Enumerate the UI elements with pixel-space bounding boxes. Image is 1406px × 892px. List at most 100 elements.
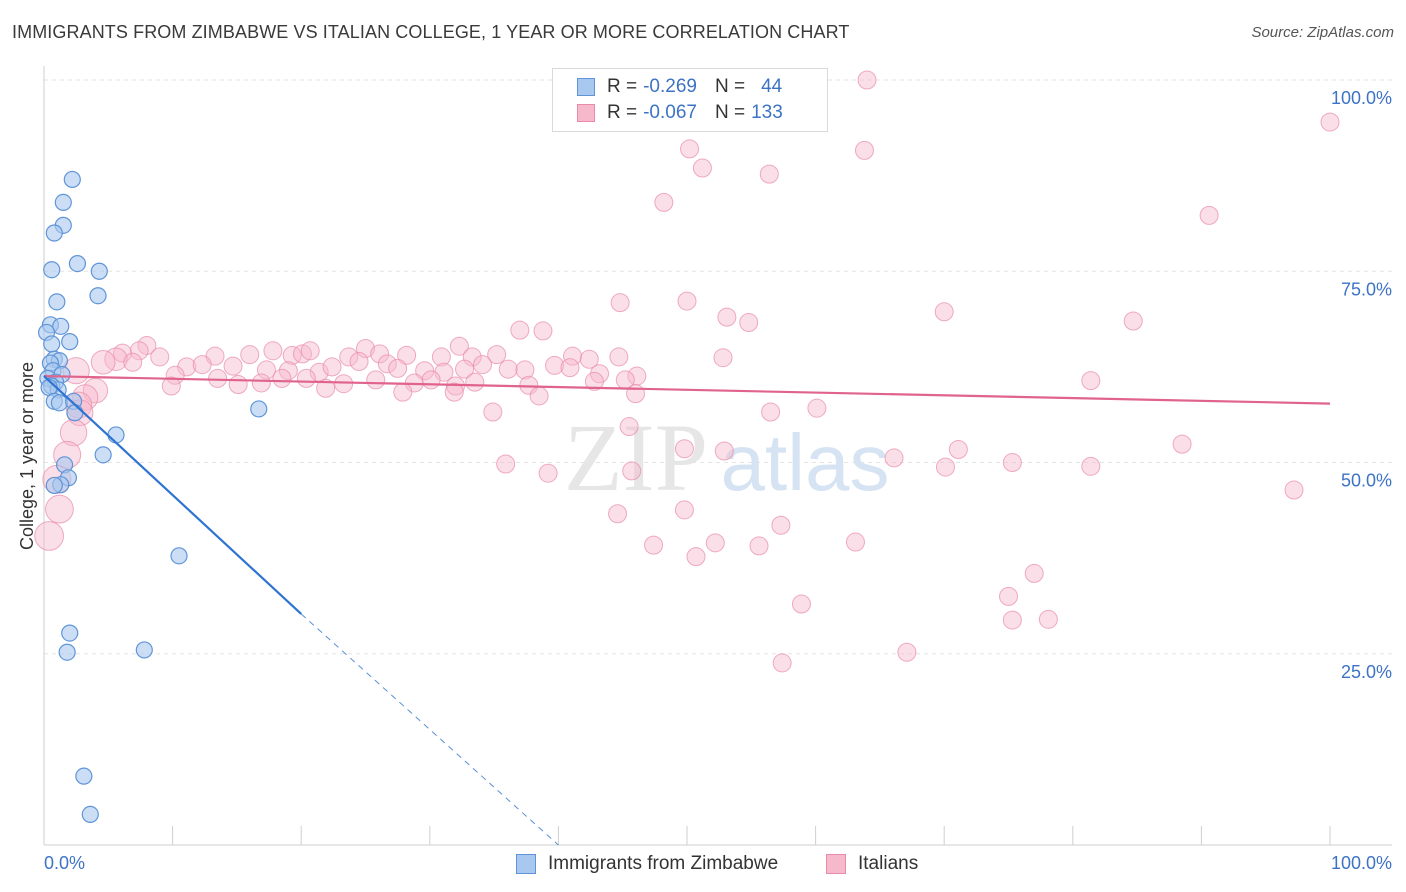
italians-point bbox=[104, 347, 128, 371]
italians-point bbox=[579, 349, 599, 369]
italians-point bbox=[90, 349, 116, 375]
legend-r-label: R = bbox=[607, 76, 638, 97]
italians-point bbox=[1123, 311, 1143, 331]
bottom-legend-zimbabwe: Immigrants from Zimbabwe bbox=[516, 852, 778, 876]
y-tick-label: 50.0% bbox=[1341, 471, 1392, 491]
italians-point bbox=[462, 347, 482, 367]
zimbabwe-point bbox=[63, 170, 81, 189]
italians-point bbox=[584, 371, 604, 391]
zimbabwe-point bbox=[54, 193, 72, 211]
italians-point bbox=[692, 158, 712, 178]
italians-point bbox=[713, 348, 733, 368]
italians-point bbox=[705, 533, 725, 553]
italians-point bbox=[1038, 609, 1058, 629]
italians-point bbox=[465, 372, 485, 392]
italians-point bbox=[772, 653, 792, 673]
zimbabwe-point bbox=[170, 547, 188, 565]
italians-point bbox=[686, 547, 706, 567]
zimbabwe-point bbox=[250, 400, 268, 418]
zimbabwe-point bbox=[43, 335, 61, 353]
italians-point bbox=[45, 494, 74, 524]
italians-point bbox=[845, 532, 865, 552]
legend-n-value-italians: 133 bbox=[751, 102, 783, 123]
gridlines bbox=[44, 79, 1392, 655]
italians-point bbox=[619, 417, 639, 437]
italians-point bbox=[560, 358, 580, 378]
italians-point bbox=[192, 355, 212, 375]
zimbabwe-point bbox=[68, 255, 87, 273]
italians-point bbox=[529, 386, 549, 406]
zimbabwe-point bbox=[43, 261, 61, 279]
italians-point bbox=[300, 341, 320, 361]
italians-point bbox=[644, 535, 664, 555]
italians-point bbox=[272, 368, 292, 388]
italians-point bbox=[251, 373, 271, 393]
italians-point bbox=[223, 356, 243, 376]
italians-point bbox=[397, 345, 417, 365]
italians-point bbox=[761, 402, 781, 422]
italians-point bbox=[263, 341, 283, 361]
zimbabwe-point bbox=[45, 224, 63, 242]
italians-point bbox=[935, 457, 955, 477]
italians-point bbox=[1172, 434, 1192, 454]
italians-point bbox=[714, 441, 734, 461]
zimbabwe-point bbox=[89, 287, 107, 305]
italians-point bbox=[654, 192, 674, 212]
italians-trend-line bbox=[43, 374, 1331, 405]
italians-point bbox=[999, 586, 1018, 606]
zimbabwe-point bbox=[48, 293, 66, 311]
zimbabwe-point bbox=[135, 641, 153, 659]
italians-point bbox=[717, 307, 737, 327]
italians-point bbox=[510, 320, 530, 340]
italians-point bbox=[278, 361, 298, 381]
legend-swatch-italians bbox=[577, 104, 595, 122]
chart-title: IMMIGRANTS FROM ZIMBABWE VS ITALIAN COLL… bbox=[12, 22, 850, 42]
italians-point bbox=[1002, 453, 1022, 472]
italians-point bbox=[545, 355, 565, 375]
correlation-legend: R = -0.269 N = 44 R = -0.067 N = 133 bbox=[552, 68, 828, 132]
zimbabwe-point bbox=[61, 333, 79, 351]
italians-point bbox=[316, 378, 336, 398]
italians-point bbox=[1284, 480, 1304, 500]
italians-point bbox=[677, 291, 697, 311]
zimbabwe-point bbox=[75, 767, 93, 785]
italians-point bbox=[161, 376, 181, 396]
source-credit: Source: ZipAtlas.com bbox=[1251, 24, 1394, 41]
italians-point bbox=[934, 302, 954, 322]
legend-r-value-zimbabwe: -0.269 bbox=[643, 76, 697, 97]
italians-point bbox=[771, 515, 791, 535]
italians-point bbox=[622, 461, 642, 481]
y-axis-label: College, 1 year or more bbox=[17, 362, 37, 550]
bottom-legend-label-italians: Italians bbox=[858, 853, 919, 874]
italians-point bbox=[608, 504, 628, 524]
italians-point bbox=[674, 439, 694, 459]
italians-point bbox=[791, 594, 811, 614]
legend-n-label: N = bbox=[714, 102, 746, 123]
italians-point bbox=[349, 352, 369, 372]
legend-n-value-zimbabwe: 44 bbox=[761, 76, 783, 97]
italians-point bbox=[431, 347, 451, 367]
zimbabwe-point bbox=[81, 805, 99, 824]
bottom-legend-italians: Italians bbox=[826, 852, 918, 876]
x-tick-labels: 0.0% 100.0% bbox=[44, 853, 1392, 873]
italians-point bbox=[455, 359, 475, 379]
italians-point bbox=[626, 384, 646, 404]
italians-point bbox=[1024, 563, 1044, 583]
x-tick-label: 100.0% bbox=[1331, 853, 1392, 873]
italians-point bbox=[749, 536, 769, 556]
italians-point bbox=[1081, 371, 1101, 391]
italians-point bbox=[759, 164, 779, 184]
italians-point bbox=[807, 398, 827, 418]
axes bbox=[43, 66, 1392, 846]
italians-point bbox=[609, 347, 629, 367]
italians-point bbox=[366, 370, 386, 390]
italians-point bbox=[884, 448, 904, 468]
italians-point bbox=[282, 345, 302, 365]
italians-point bbox=[377, 354, 397, 374]
zimbabwe-points bbox=[37, 170, 268, 824]
italians-point bbox=[449, 336, 469, 356]
italians-point bbox=[415, 361, 435, 381]
zimbabwe-point bbox=[52, 317, 70, 335]
watermark-atlas: atlas bbox=[721, 418, 890, 507]
